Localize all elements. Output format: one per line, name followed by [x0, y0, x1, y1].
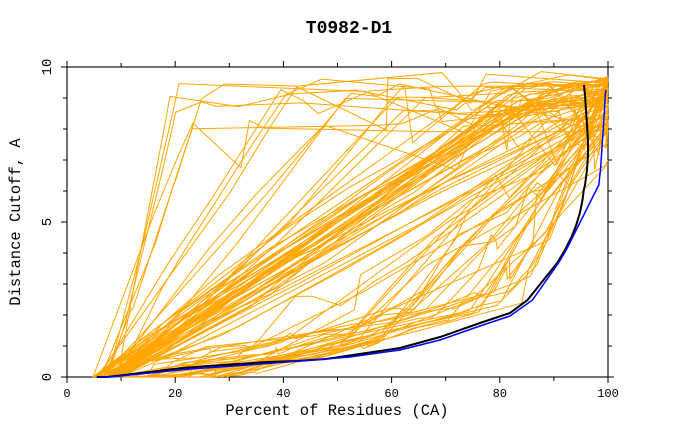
svg-text:Percent of Residues (CA): Percent of Residues (CA) — [225, 402, 448, 420]
svg-text:20: 20 — [168, 387, 182, 401]
svg-text:10: 10 — [40, 59, 56, 76]
svg-text:Distance Cutoff, A: Distance Cutoff, A — [7, 138, 25, 306]
svg-text:60: 60 — [384, 387, 398, 401]
svg-text:100: 100 — [597, 387, 619, 401]
svg-text:40: 40 — [276, 387, 290, 401]
svg-text:0: 0 — [63, 387, 70, 401]
svg-text:T0982-D1: T0982-D1 — [306, 19, 393, 39]
svg-text:5: 5 — [40, 218, 56, 226]
svg-text:0: 0 — [40, 373, 56, 381]
svg-text:80: 80 — [493, 387, 507, 401]
